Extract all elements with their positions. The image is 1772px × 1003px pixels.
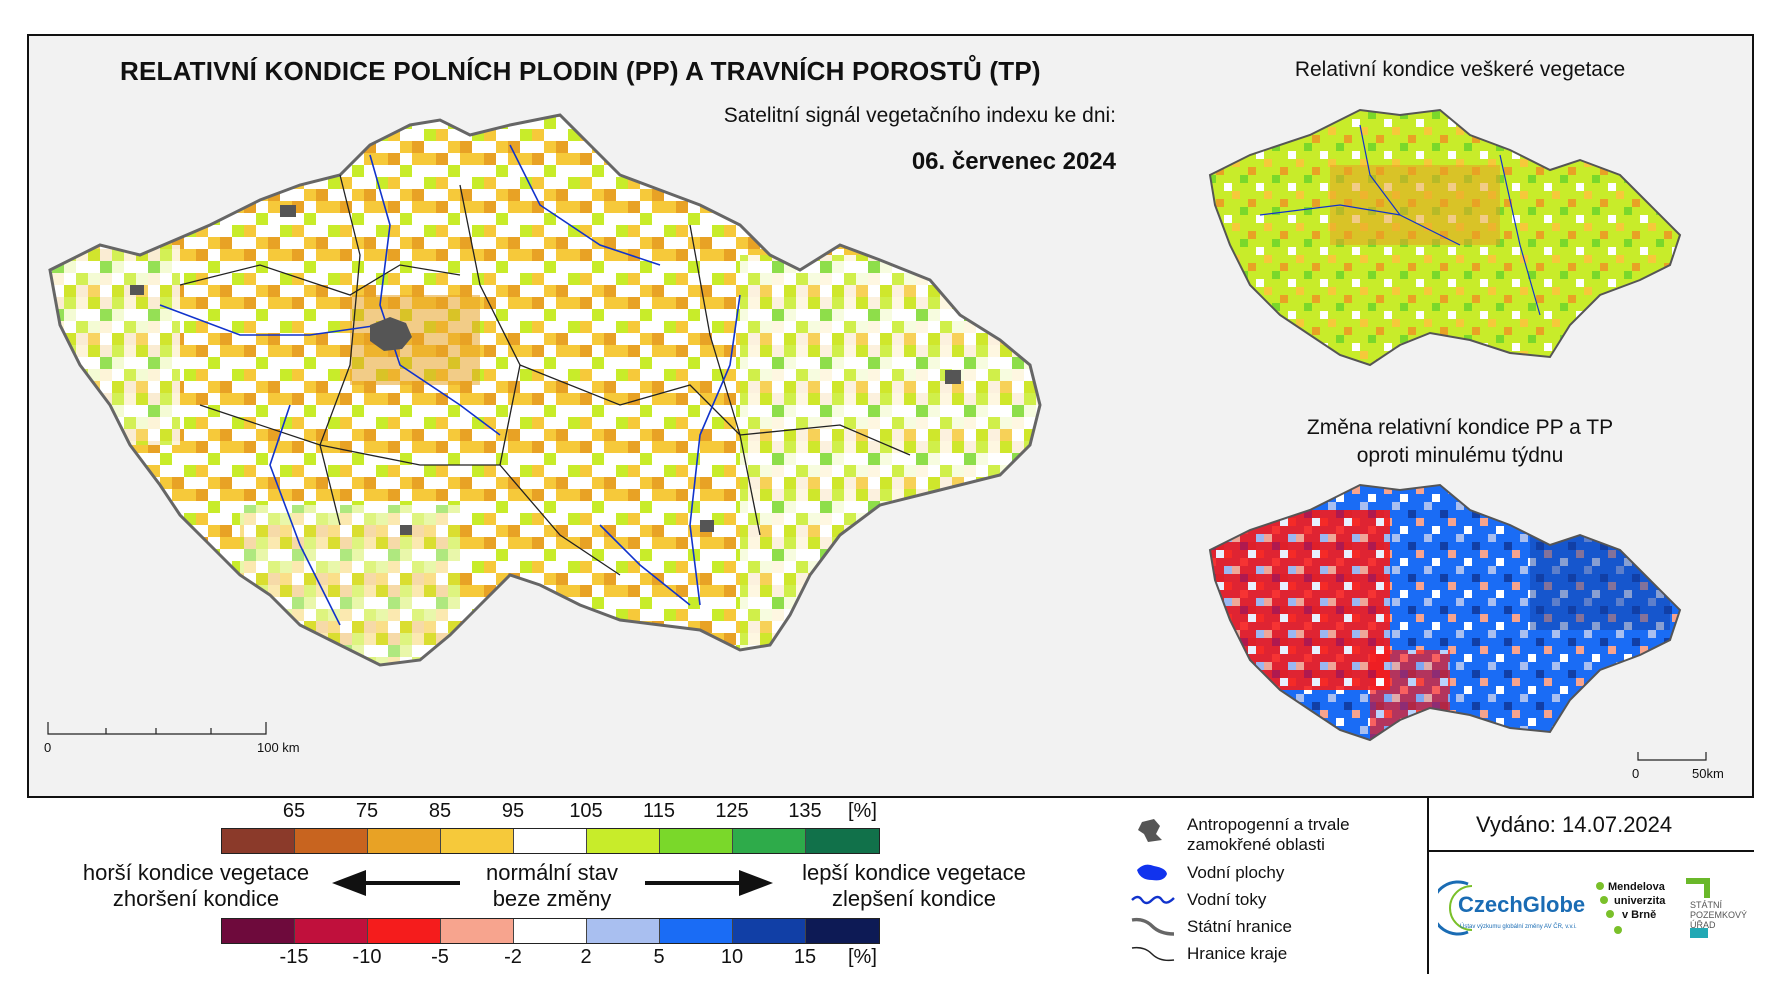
small-scalebar-end: 50km bbox=[1692, 766, 1724, 781]
region-border-label: Hranice kraje bbox=[1187, 944, 1288, 963]
normal-condition-label: normální stav beze změny bbox=[472, 860, 632, 912]
condition-scale-tick-label: 65 bbox=[282, 800, 306, 822]
change-scale-swatch bbox=[806, 919, 879, 943]
change-scale-tick-label: 15 bbox=[793, 946, 817, 968]
change-scale-swatch bbox=[441, 919, 514, 943]
change-scale-swatch bbox=[368, 919, 441, 943]
worse-condition-label: horší kondice vegetace zhoršení kondice bbox=[66, 860, 326, 912]
change-scale-swatch bbox=[587, 919, 660, 943]
condition-scale-swatch bbox=[733, 829, 806, 853]
anthro-line2: zamokřené oblasti bbox=[1187, 835, 1325, 854]
issued-date: Vydáno: 14.07.2024 bbox=[1476, 812, 1673, 837]
change-scale-tick-label: -10 bbox=[352, 946, 382, 968]
main-scalebar bbox=[47, 722, 267, 735]
condition-scale-tick-label: 85 bbox=[428, 800, 452, 822]
mendel-logo-text: Mendelova univerzita v Brně bbox=[1608, 880, 1665, 922]
main-map bbox=[48, 113, 1042, 667]
mendel-dots-icon bbox=[1596, 882, 1622, 934]
small-scalebar bbox=[1637, 752, 1707, 761]
vegetation-condition-map bbox=[1208, 108, 1682, 367]
change-scale-tick-label: 2 bbox=[580, 946, 592, 968]
condition-color-scale bbox=[221, 828, 880, 854]
condition-change-map bbox=[1208, 483, 1682, 742]
change-scale-swatch bbox=[295, 919, 368, 943]
region-border-icon bbox=[1131, 946, 1175, 962]
anthropogenic-area-icon bbox=[1138, 819, 1162, 842]
state-border-label: Státní hranice bbox=[1187, 917, 1292, 936]
condition-scale-tick-label: 115 bbox=[643, 800, 675, 822]
spu-line3: ÚŘAD bbox=[1690, 920, 1716, 930]
change-scale-swatch bbox=[514, 919, 587, 943]
mendel-line2: univerzita bbox=[1614, 895, 1666, 907]
worse-line2: zhoršení kondice bbox=[112, 886, 280, 911]
change-scale-tick-label: -15 bbox=[279, 946, 309, 968]
better-condition-label: lepší kondice vegetace zlepšení kondice bbox=[784, 860, 1044, 912]
change-scale-tick-label: 10 bbox=[720, 946, 744, 968]
change-scale-swatch bbox=[733, 919, 806, 943]
spu-line1: STÁTNÍ bbox=[1690, 900, 1723, 910]
water-flows-label: Vodní toky bbox=[1187, 890, 1267, 909]
condition-scale-swatch bbox=[806, 829, 879, 853]
date-label: 06. červenec 2024 bbox=[911, 148, 1116, 175]
change-scale-tick-label: 5 bbox=[653, 946, 665, 968]
condition-scale-swatch bbox=[368, 829, 441, 853]
condition-scale-swatch bbox=[587, 829, 660, 853]
water-flow-icon bbox=[1131, 895, 1175, 905]
state-border-icon bbox=[1131, 917, 1175, 936]
anthro-line1: Antropogenní a trvale bbox=[1187, 815, 1350, 834]
condition-scale-swatch bbox=[222, 829, 295, 853]
change-scale-tick-label: -2 bbox=[504, 946, 522, 968]
normal-line2: beze změny bbox=[492, 886, 612, 911]
change-map-title-line1: Změna relativní kondice PP a TP bbox=[1306, 416, 1614, 439]
condition-scale-swatch bbox=[514, 829, 587, 853]
czechglobe-logo-icon bbox=[1438, 880, 1473, 936]
spu-logo-icon bbox=[1686, 878, 1710, 938]
change-map-title-line2: oproti minulému týdnu bbox=[1356, 444, 1564, 467]
issued-separator bbox=[1427, 850, 1754, 852]
condition-scale-tick-label: 105 bbox=[569, 800, 603, 822]
czechglobe-logo-subtext: Ústav výzkumu globální změny AV ČR, v.v.… bbox=[1460, 924, 1577, 930]
worse-line1: horší kondice vegetace bbox=[82, 860, 310, 885]
condition-scale-tick-label: 95 bbox=[501, 800, 525, 822]
condition-scale-tick-label: 75 bbox=[355, 800, 379, 822]
condition-scale-swatch bbox=[660, 829, 733, 853]
condition-scale-swatch bbox=[295, 829, 368, 853]
left-arrow-icon bbox=[332, 870, 460, 896]
change-scale-swatch bbox=[660, 919, 733, 943]
czechglobe-logo-text: CzechGlobe bbox=[1458, 892, 1586, 917]
change-scale-unit: [%] bbox=[848, 946, 877, 968]
normal-line1: normální stav bbox=[485, 860, 619, 885]
main-scalebar-start: 0 bbox=[44, 740, 52, 755]
vegetation-map-title: Relativní kondice veškeré vegetace bbox=[1294, 58, 1626, 81]
prague-area bbox=[370, 317, 412, 351]
condition-scale-unit: [%] bbox=[848, 800, 877, 822]
subtitle: Satelitní signál vegetačního indexu ke d… bbox=[723, 104, 1116, 127]
anthro-label: Antropogenní a trvale zamokřené oblasti bbox=[1187, 815, 1350, 855]
water-bodies-label: Vodní plochy bbox=[1187, 863, 1285, 882]
condition-scale-tick-label: 135 bbox=[788, 800, 822, 822]
condition-scale-swatch bbox=[441, 829, 514, 853]
water-body-icon bbox=[1137, 864, 1167, 881]
change-map-title: Změna relativní kondice PP a TP oproti m… bbox=[1230, 414, 1690, 470]
change-scale-swatch bbox=[222, 919, 295, 943]
legend-separator bbox=[1427, 796, 1429, 974]
better-line1: lepší kondice vegetace bbox=[802, 860, 1026, 885]
main-scalebar-end: 100 km bbox=[257, 740, 300, 755]
condition-scale-tick-label: 125 bbox=[715, 800, 749, 822]
mendel-line3: v Brně bbox=[1622, 909, 1657, 921]
mendel-line1: Mendelova bbox=[1608, 881, 1665, 893]
change-color-scale bbox=[221, 918, 880, 944]
legend-panel bbox=[27, 796, 1754, 974]
spu-line2: POZEMKOVÝ bbox=[1690, 910, 1748, 920]
better-line2: zlepšení kondice bbox=[832, 886, 996, 911]
small-scalebar-start: 0 bbox=[1632, 766, 1640, 781]
right-arrow-icon bbox=[645, 870, 773, 896]
spu-logo-text: STÁTNÍ POZEMKOVÝ ÚŘAD bbox=[1690, 900, 1747, 930]
page-title: RELATIVNÍ KONDICE POLNÍCH PLODIN (PP) A … bbox=[120, 56, 1041, 86]
change-scale-tick-label: -5 bbox=[431, 946, 449, 968]
